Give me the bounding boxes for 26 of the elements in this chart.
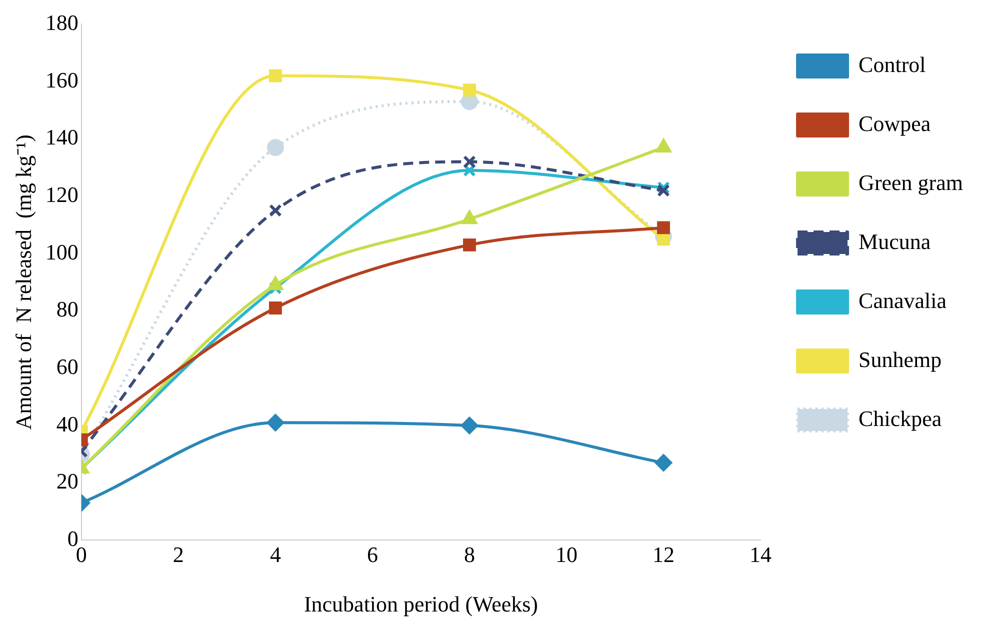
y-tick-label: 100: [45, 239, 78, 264]
x-tick-label: 6: [366, 542, 378, 568]
x-tick-label: 14: [750, 542, 772, 568]
y-tick-label: 0: [67, 526, 78, 551]
x-tick-label: 4: [270, 542, 281, 568]
y-tick-label: 20: [56, 468, 78, 494]
legend-label: Chickpea: [858, 406, 942, 431]
x-tick-label: 8: [464, 542, 475, 568]
y-tick-label: 40: [56, 411, 78, 436]
y-tick-label: 140: [45, 124, 78, 150]
y-axis-title: Amount of N released (mg kg⁻¹): [10, 134, 36, 430]
x-tick-label: 2: [172, 542, 184, 568]
legend-label: Green gram: [858, 170, 964, 195]
legend-label: Mucuna: [858, 228, 931, 254]
y-tick-label: 60: [56, 354, 78, 379]
y-tick-label: 80: [56, 296, 78, 322]
x-tick-label: 12: [652, 542, 675, 568]
legend-label: Canavalia: [858, 288, 947, 313]
x-tick-label: 10: [556, 542, 578, 568]
x-axis-title: Incubation period (Weeks): [304, 592, 538, 617]
legend-label: Sunhemp: [858, 346, 942, 372]
y-tick-label: 120: [45, 182, 78, 207]
legend-label: Control: [858, 52, 926, 77]
y-tick-label: 160: [45, 67, 78, 92]
y-tick-label: 180: [45, 10, 78, 35]
legend-label: Cowpea: [858, 110, 931, 136]
